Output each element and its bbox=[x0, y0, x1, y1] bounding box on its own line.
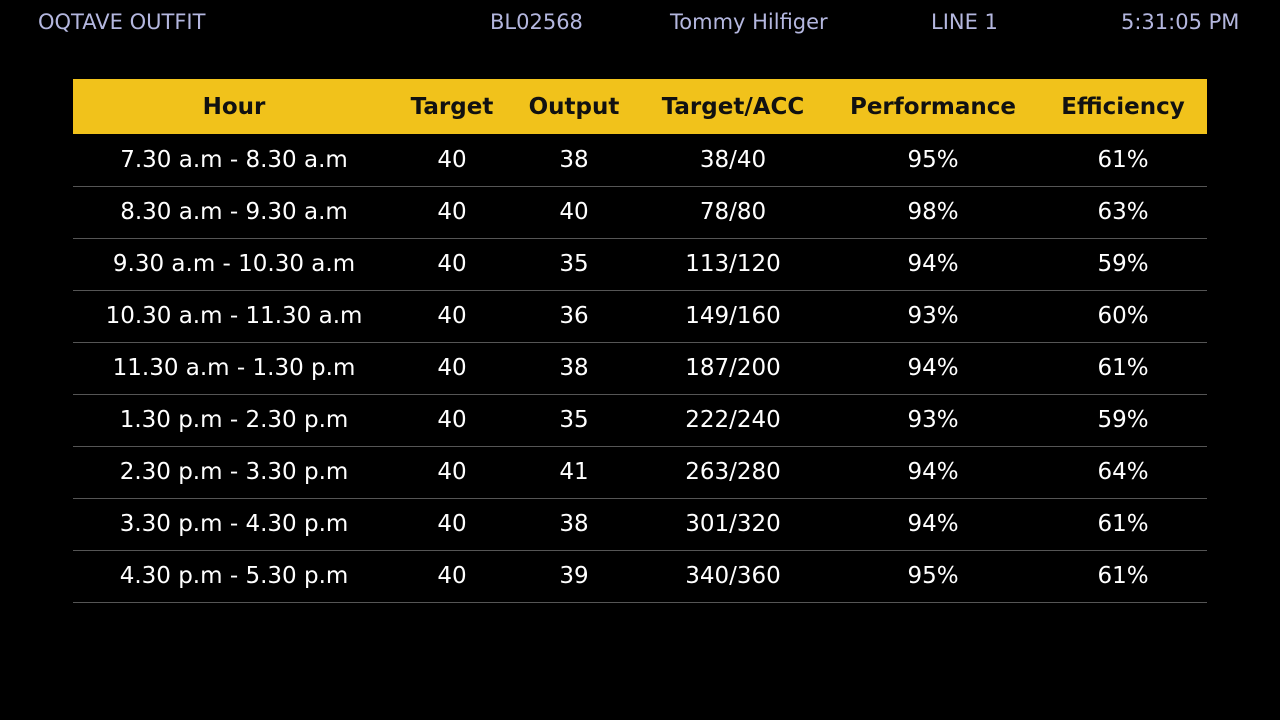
cell-efficiency: 59% bbox=[1097, 251, 1149, 277]
column-header-efficiency: Efficiency bbox=[1061, 93, 1185, 120]
cell-hour: 8.30 a.m - 9.30 a.m bbox=[120, 199, 348, 225]
cell-performance: 94% bbox=[907, 251, 959, 277]
cell-efficiency: 59% bbox=[1097, 407, 1149, 433]
cell-target-acc: 187/200 bbox=[685, 355, 781, 381]
cell-target-acc: 340/360 bbox=[685, 563, 781, 589]
cell-target: 40 bbox=[437, 251, 467, 277]
style-number: BL02568 bbox=[490, 10, 583, 34]
cell-target-acc: 149/160 bbox=[685, 303, 781, 329]
column-header-hour: Hour bbox=[202, 93, 266, 120]
cell-hour: 4.30 p.m - 5.30 p.m bbox=[119, 563, 349, 589]
column-header-performance: Performance bbox=[849, 93, 1017, 120]
cell-target-acc: 78/80 bbox=[699, 199, 767, 225]
cell-output: 36 bbox=[559, 303, 589, 329]
cell-target: 40 bbox=[437, 199, 467, 225]
cell-efficiency: 60% bbox=[1097, 303, 1149, 329]
column-header-target: Target bbox=[410, 93, 494, 120]
cell-output: 39 bbox=[559, 563, 589, 589]
cell-hour: 10.30 a.m - 11.30 a.m bbox=[105, 303, 363, 329]
cell-efficiency: 61% bbox=[1097, 563, 1149, 589]
hourly-production-table: Hour Target Output Target/ACC Performanc… bbox=[73, 79, 1207, 603]
cell-output: 38 bbox=[559, 355, 589, 381]
cell-hour: 1.30 p.m - 2.30 p.m bbox=[119, 407, 349, 433]
table-row: 2.30 p.m - 3.30 p.m 40 41 263/280 94% 64… bbox=[73, 446, 1207, 498]
table-body: 7.30 a.m - 8.30 a.m 40 38 38/40 95% 61% … bbox=[73, 134, 1207, 602]
cell-efficiency: 61% bbox=[1097, 355, 1149, 381]
cell-output: 35 bbox=[559, 251, 589, 277]
table-header-row: Hour Target Output Target/ACC Performanc… bbox=[73, 79, 1207, 134]
company-name: OQTAVE OUTFIT bbox=[38, 10, 206, 34]
cell-efficiency: 64% bbox=[1097, 459, 1149, 485]
cell-target: 40 bbox=[437, 146, 467, 173]
cell-target: 40 bbox=[437, 407, 467, 433]
cell-target-acc: 263/280 bbox=[685, 459, 781, 485]
cell-target-acc: 38/40 bbox=[699, 146, 767, 173]
top-info-bar: OQTAVE OUTFIT BL02568 Tommy Hilfiger LIN… bbox=[0, 0, 1280, 48]
cell-hour: 2.30 p.m - 3.30 p.m bbox=[119, 459, 349, 485]
cell-performance: 94% bbox=[907, 459, 959, 485]
clock-time: 5:31:05 PM bbox=[1121, 10, 1240, 34]
buyer-name: Tommy Hilfiger bbox=[670, 10, 828, 34]
cell-performance: 95% bbox=[907, 146, 959, 173]
cell-target: 40 bbox=[437, 355, 467, 381]
cell-target-acc: 113/120 bbox=[685, 251, 781, 277]
table-row: 7.30 a.m - 8.30 a.m 40 38 38/40 95% 61% bbox=[73, 134, 1207, 186]
column-header-target-acc: Target/ACC bbox=[661, 93, 805, 120]
table-row: 1.30 p.m - 2.30 p.m 40 35 222/240 93% 59… bbox=[73, 394, 1207, 446]
cell-target: 40 bbox=[437, 511, 467, 537]
cell-hour: 9.30 a.m - 10.30 a.m bbox=[112, 251, 356, 277]
table-row: 11.30 a.m - 1.30 p.m 40 38 187/200 94% 6… bbox=[73, 342, 1207, 394]
cell-hour: 11.30 a.m - 1.30 p.m bbox=[112, 355, 356, 381]
cell-output: 40 bbox=[559, 199, 589, 225]
table-row: 3.30 p.m - 4.30 p.m 40 38 301/320 94% 61… bbox=[73, 498, 1207, 550]
cell-output: 35 bbox=[559, 407, 589, 433]
cell-output: 38 bbox=[559, 511, 589, 537]
column-header-output: Output bbox=[528, 93, 620, 120]
table-header: Hour Target Output Target/ACC Performanc… bbox=[73, 79, 1207, 134]
cell-efficiency: 63% bbox=[1097, 199, 1149, 225]
cell-efficiency: 61% bbox=[1097, 146, 1149, 173]
cell-target: 40 bbox=[437, 563, 467, 589]
cell-target: 40 bbox=[437, 303, 467, 329]
cell-performance: 93% bbox=[907, 407, 959, 433]
line-label: LINE 1 bbox=[931, 10, 998, 34]
table-row: 8.30 a.m - 9.30 a.m 40 40 78/80 98% 63% bbox=[73, 186, 1207, 238]
cell-performance: 93% bbox=[907, 303, 959, 329]
cell-output: 38 bbox=[559, 146, 589, 173]
table-row: 9.30 a.m - 10.30 a.m 40 35 113/120 94% 5… bbox=[73, 238, 1207, 290]
cell-performance: 94% bbox=[907, 511, 959, 537]
cell-performance: 95% bbox=[907, 563, 959, 589]
cell-performance: 94% bbox=[907, 355, 959, 381]
cell-target: 40 bbox=[437, 459, 467, 485]
cell-efficiency: 61% bbox=[1097, 511, 1149, 537]
cell-hour: 3.30 p.m - 4.30 p.m bbox=[119, 511, 349, 537]
table-row: 10.30 a.m - 11.30 a.m 40 36 149/160 93% … bbox=[73, 290, 1207, 342]
cell-output: 41 bbox=[559, 459, 589, 485]
cell-performance: 98% bbox=[907, 199, 959, 225]
cell-target-acc: 301/320 bbox=[685, 511, 781, 537]
cell-hour: 7.30 a.m - 8.30 a.m bbox=[120, 146, 348, 173]
cell-target-acc: 222/240 bbox=[685, 407, 781, 433]
table-row: 4.30 p.m - 5.30 p.m 40 39 340/360 95% 61… bbox=[73, 550, 1207, 602]
